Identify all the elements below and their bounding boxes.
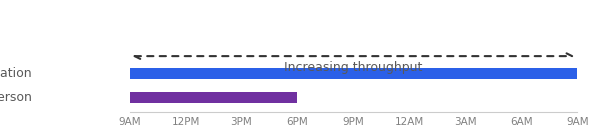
Bar <box>130 92 297 103</box>
Bar <box>130 69 577 79</box>
Text: Increasing throughput: Increasing throughput <box>284 61 422 74</box>
Text: Automation: Automation <box>0 67 32 80</box>
Text: Person: Person <box>0 91 32 104</box>
